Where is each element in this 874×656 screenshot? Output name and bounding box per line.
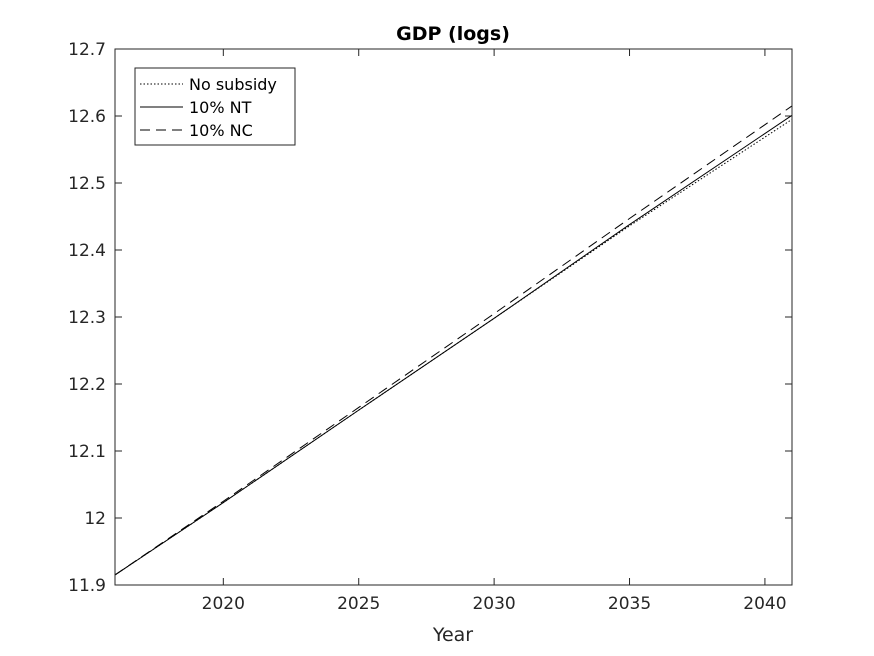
- x-tick-label: 2020: [202, 594, 245, 614]
- series-line-1: [114, 114, 793, 576]
- legend: No subsidy 10% NT 10% NC: [134, 67, 296, 146]
- y-tick-label: 12: [84, 509, 106, 529]
- y-axis: 11.9 12 12.1 12.2 12.3 12.4 12.5 12.6 12.7: [68, 40, 792, 596]
- y-tick-label: 12.6: [68, 107, 106, 127]
- legend-label: 10% NC: [189, 121, 253, 140]
- y-tick-label: 12.5: [68, 174, 106, 194]
- x-tick-label: 2040: [743, 594, 786, 614]
- legend-label: 10% NT: [189, 98, 252, 117]
- y-tick-label: 12.1: [68, 442, 106, 462]
- chart-title: GDP (logs): [396, 23, 510, 45]
- x-axis: 2020 2025 2030 2035 2040: [202, 49, 787, 614]
- x-tick-label: 2035: [608, 594, 651, 614]
- x-axis-title: Year: [432, 624, 473, 646]
- y-tick-label: 12.2: [68, 375, 106, 395]
- x-tick-label: 2025: [337, 594, 380, 614]
- y-tick-label: 11.9: [68, 576, 106, 596]
- y-tick-label: 12.4: [68, 241, 106, 261]
- y-tick-label: 12.7: [68, 40, 106, 60]
- plot-frame: [114, 48, 793, 586]
- series-lines: [114, 105, 793, 576]
- y-tick-label: 12.3: [68, 308, 106, 328]
- series-line-2: [114, 105, 793, 576]
- legend-label: No subsidy: [189, 75, 277, 94]
- x-tick-label: 2030: [472, 594, 515, 614]
